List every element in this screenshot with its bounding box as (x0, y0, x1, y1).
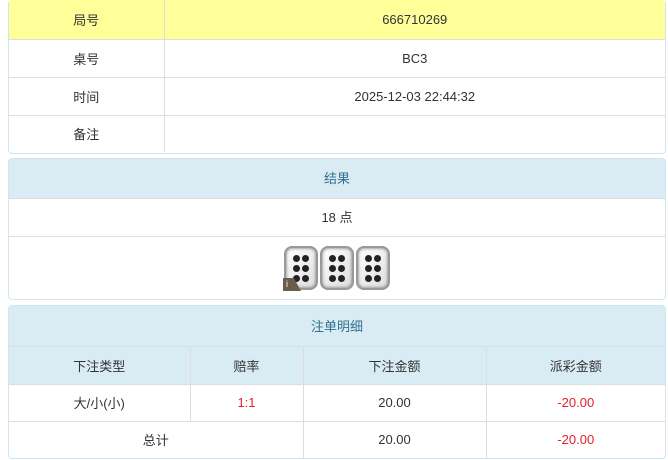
pip (365, 274, 372, 282)
pip (329, 264, 336, 272)
header-bet-type: 下注类型 (9, 347, 191, 385)
round-id: 666710269 (163, 0, 665, 40)
row-time: 时间 2025-12-03 22:44:32 (9, 76, 665, 116)
pip (302, 254, 309, 262)
result-panel: 结果 18 点 i (8, 158, 666, 300)
header-odds: 赔率 (189, 347, 304, 385)
pip (338, 274, 345, 282)
remark (163, 114, 665, 152)
pip (329, 274, 336, 282)
round-info-panel: 局号 666710269 桌号 BC3 时间 2025-12-03 22:44:32 … (8, 0, 666, 154)
table-id: BC3 (163, 38, 665, 78)
total-label: 总计 (9, 420, 304, 458)
pip (365, 254, 372, 262)
pip (365, 264, 372, 272)
time: 2025-12-03 22:44:32 (163, 76, 665, 116)
bet-details-title: 注单明细 (9, 306, 665, 347)
pip (374, 264, 381, 272)
row-round-id: 局号 666710269 (9, 0, 665, 40)
dice-group: i (283, 246, 390, 291)
pip (374, 274, 381, 282)
bet-amount: 20.00 (302, 383, 487, 422)
pip (338, 264, 345, 272)
pip (293, 274, 300, 282)
pip (374, 254, 381, 262)
die-6-icon (320, 246, 354, 290)
round-info-table: 局号 666710269 桌号 BC3 时间 2025-12-03 22:44:32 … (9, 0, 665, 152)
label: 备注 (9, 114, 165, 152)
label: 局号 (9, 0, 165, 40)
payout: -20.00 (485, 383, 665, 422)
bet-details-table: 下注类型 赔率 下注金额 派彩金额 大/小(小) 1:1 20.00 -20.0… (9, 347, 665, 458)
pip (302, 274, 309, 282)
bet-type: 大/小(小) (9, 383, 191, 422)
bet-details-panel: 注单明细 下注类型 赔率 下注金额 派彩金额 大/小(小) 1:1 20.00 … (8, 305, 666, 459)
row-remark: 备注 (9, 114, 665, 152)
table-header: 下注类型 赔率 下注金额 派彩金额 (9, 347, 665, 385)
pip (302, 264, 309, 272)
pip (293, 254, 300, 262)
total-payout: -20.00 (485, 420, 665, 458)
pip (329, 254, 336, 262)
label: 时间 (9, 76, 165, 116)
result-title: 结果 (9, 159, 665, 199)
table-row: 大/小(小) 1:1 20.00 -20.00 (9, 383, 665, 422)
row-table-id: 桌号 BC3 (9, 38, 665, 78)
result-points: 18 点 (9, 199, 665, 237)
total-amount: 20.00 (302, 420, 487, 458)
header-payout: 派彩金额 (485, 347, 665, 385)
total-row: 总计 20.00 -20.00 (9, 420, 665, 458)
pip (338, 254, 345, 262)
die-6-icon (356, 246, 390, 290)
odds: 1:1 (189, 383, 304, 422)
label: 桌号 (9, 38, 165, 78)
dice-row: i (9, 237, 665, 299)
header-bet-amount: 下注金额 (302, 347, 487, 385)
pip (293, 264, 300, 272)
